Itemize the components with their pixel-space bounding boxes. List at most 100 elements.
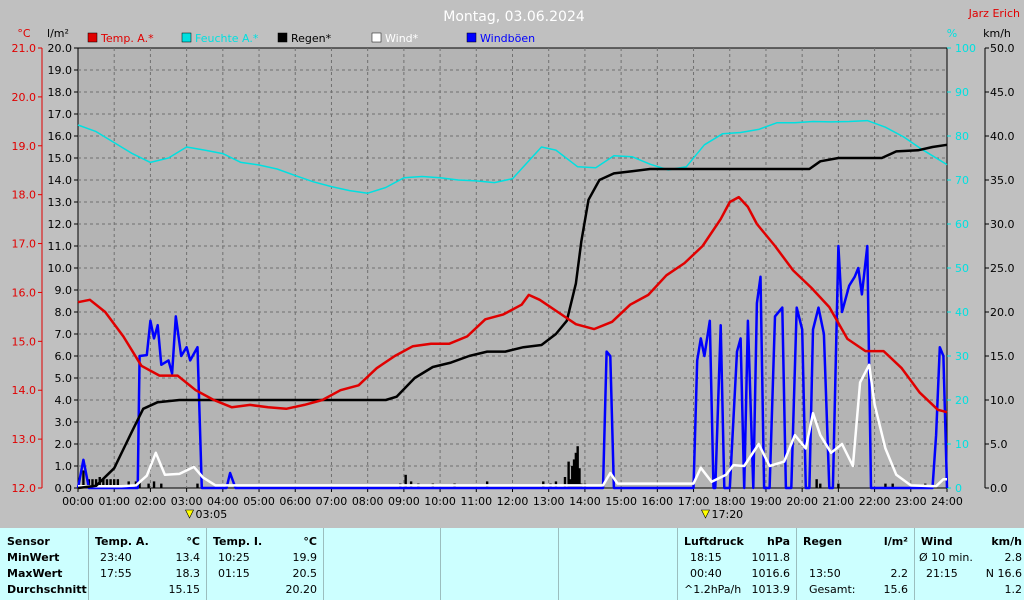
rain-tick-label: 13.0	[48, 196, 73, 209]
wind-tick-label: 10.0	[990, 394, 1015, 407]
cell-p-time: ^1.2hPa/h	[684, 583, 742, 596]
x-tick-label: 09:00	[388, 495, 420, 508]
x-tick-label: 02:00	[135, 495, 167, 508]
series-line-feuchte-a	[77, 119, 948, 194]
marker-arrow	[701, 509, 710, 519]
x-tick-label: 13:00	[533, 495, 565, 508]
x-tick-label: 06:00	[279, 495, 311, 508]
wind-unit-label: km/h	[983, 27, 1011, 40]
rain-tick-label: 16.0	[48, 130, 73, 143]
x-tick-label: 14:00	[569, 495, 601, 508]
x-tick-label: 10:00	[424, 495, 456, 508]
x-tick-label: 01:00	[98, 495, 130, 508]
header-wind: Wind	[921, 535, 953, 548]
cell-ti-val: 20.5	[292, 567, 318, 580]
row-label: MinWert	[7, 551, 60, 564]
series-line-temp-a	[77, 195, 948, 414]
cell-r-time: Gesamt:	[809, 583, 856, 596]
rain-bar	[196, 483, 199, 488]
rain-tick-label: 14.0	[48, 174, 73, 187]
humidity-unit-label: %	[947, 27, 957, 40]
rain-bar	[563, 477, 567, 488]
cell-w-val: 2.8	[1004, 551, 1023, 564]
humidity-tick-label: 40	[955, 306, 969, 319]
rain-tick-label: 9.0	[55, 284, 73, 297]
rain-bar	[102, 479, 105, 488]
temp-tick-label: 21.0	[12, 42, 37, 55]
legend-label: Temp. A.*	[100, 32, 154, 45]
temp-tick-label: 14.0	[12, 384, 37, 397]
header-sensor: Sensor	[7, 535, 50, 548]
cell-ta-time: 23:40	[100, 551, 132, 564]
legend-swatch	[87, 32, 98, 43]
rain-tick-label: 7.0	[55, 328, 73, 341]
series-line-regen	[77, 143, 948, 490]
rain-bar	[819, 483, 822, 488]
x-tick-label: 12:00	[497, 495, 529, 508]
x-tick-label: 15:00	[605, 495, 637, 508]
rain-bar	[94, 479, 98, 488]
temp-tick-label: 19.0	[12, 140, 37, 153]
header-temp-i: Temp. I.	[213, 535, 263, 548]
humidity-tick-label: 10	[955, 438, 969, 451]
rain-tick-label: 10.0	[48, 262, 73, 275]
rain-bar	[574, 452, 578, 488]
temp-tick-label: 15.0	[12, 335, 37, 348]
wind-tick-label: 0.0	[990, 482, 1008, 495]
rain-bar	[815, 479, 818, 488]
series-line-wind	[78, 363, 947, 488]
x-tick-label: 16:00	[641, 495, 673, 508]
rain-tick-label: 12.0	[48, 218, 73, 231]
x-tick-label: 24:00	[931, 495, 963, 508]
cell-ta-val: 15.15	[168, 583, 201, 596]
cell-ta-val: 18.3	[175, 567, 201, 580]
rain-tick-label: 15.0	[48, 152, 73, 165]
legend-swatch	[466, 32, 477, 43]
rain-bar	[576, 446, 579, 488]
table-divider	[677, 528, 678, 600]
legend-label: Windböen	[480, 32, 535, 45]
x-tick-label: 18:00	[714, 495, 746, 508]
x-tick-label: 11:00	[460, 495, 492, 508]
rain-bar	[569, 479, 572, 488]
humidity-tick-label: 0	[955, 482, 962, 495]
temp-unit-label: °C	[17, 27, 31, 40]
rain-tick-label: 2.0	[55, 438, 73, 451]
rain-tick-label: 17.0	[48, 108, 73, 121]
cell-p-time: 00:40	[690, 567, 722, 580]
temp-tick-label: 16.0	[12, 286, 37, 299]
humidity-tick-label: 90	[955, 86, 969, 99]
axes: 00:00 01:00 02:00 03:00 04:00 05:00 06:00 07:00…	[12, 42, 1015, 508]
header-wind-unit: km/h	[991, 535, 1022, 548]
x-tick-label: 21:00	[823, 495, 855, 508]
table-divider	[323, 528, 324, 600]
rain-tick-label: 11.0	[48, 240, 73, 253]
header-temp-a: Temp. A.	[95, 535, 149, 548]
rain-bar	[113, 479, 116, 488]
cell-ti-time: 10:25	[218, 551, 250, 564]
x-tick-label: 22:00	[859, 495, 891, 508]
wind-tick-label: 50.0	[990, 42, 1015, 55]
rain-tick-label: 3.0	[55, 416, 73, 429]
rain-tick-label: 6.0	[55, 350, 73, 363]
row-label: MaxWert	[7, 567, 63, 580]
cell-w-val: 1.2	[1004, 583, 1023, 596]
rain-tick-label: 20.0	[48, 42, 73, 55]
wind-tick-label: 20.0	[990, 306, 1015, 319]
marker-label: 03:05	[196, 508, 228, 521]
humidity-tick-label: 80	[955, 130, 969, 143]
cell-ta-val: 13.4	[175, 551, 201, 564]
header-temp-i-unit: °C	[303, 535, 317, 548]
table-divider	[206, 528, 207, 600]
header-rain-unit: l/m²	[883, 535, 908, 548]
rain-bar	[567, 461, 570, 488]
row-label: Durchschnitt	[7, 583, 87, 596]
table-divider	[796, 528, 797, 600]
cell-p-val: 1013.9	[751, 583, 791, 596]
humidity-tick-label: 50	[955, 262, 969, 275]
wind-tick-label: 45.0	[990, 86, 1015, 99]
cell-r-val: 15.6	[883, 583, 909, 596]
cell-p-val: 1016.6	[751, 567, 791, 580]
rain-tick-label: 4.0	[55, 394, 73, 407]
rain-bar	[884, 483, 887, 488]
